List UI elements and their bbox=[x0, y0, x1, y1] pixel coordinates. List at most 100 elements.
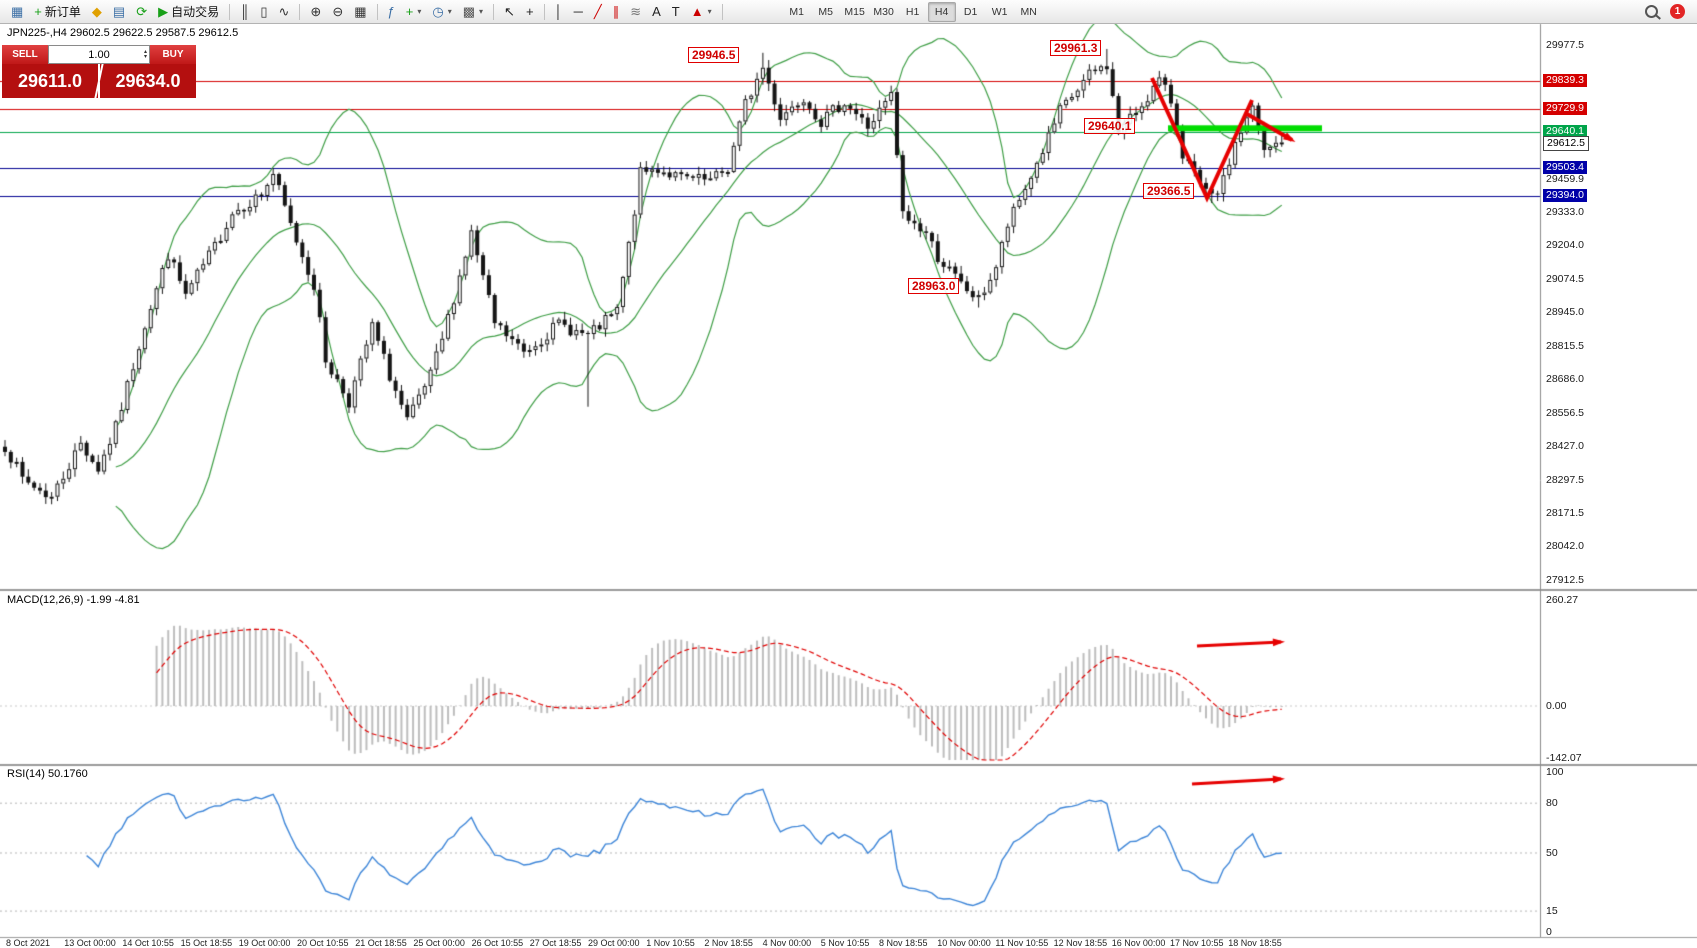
time-axis-label: 15 Oct 18:55 bbox=[180, 938, 233, 948]
indicators-list-icon: ƒ bbox=[387, 4, 395, 19]
main-toolbar: ▦ + 新订单 ◆ ▤ ⟳ ▶ 自动交易 ║ ▯ ∿ ⊕ ⊖ ▦ ƒ + ▾ ◷ ▾ ▩ ▾ ↖ + │ ─ ╱ ∥ ≋ A T ▲ ▾ M1… bbox=[0, 0, 1697, 24]
chart-ohlc-info: JPN225-,H4 29602.5 29622.5 29587.5 29612… bbox=[7, 27, 239, 39]
channel-icon: ∥ bbox=[612, 4, 620, 19]
volume-field[interactable]: 1.00 ▴ ▾ bbox=[48, 45, 150, 64]
time-axis-label: 5 Nov 10:55 bbox=[820, 938, 870, 948]
periods-icon: ◷ bbox=[432, 4, 444, 19]
candle-chart-type-button[interactable]: ▯ bbox=[255, 1, 272, 23]
time-axis-label: 19 Oct 00:00 bbox=[238, 938, 291, 948]
tile-windows-icon: ▦ bbox=[354, 4, 367, 19]
trade-header-row: SELL 1.00 ▴ ▾ BUY bbox=[2, 45, 196, 64]
price-level-badge: 29394.0 bbox=[1543, 188, 1587, 202]
templates-icon: ▩ bbox=[462, 4, 476, 19]
toolbar-right: 1 bbox=[1645, 4, 1691, 19]
sell-price-display[interactable]: 29611.0 bbox=[2, 64, 98, 98]
label-button[interactable]: T bbox=[667, 1, 685, 23]
fibonacci-button[interactable]: ≋ bbox=[625, 1, 646, 23]
chevron-down-icon: ▾ bbox=[707, 6, 712, 16]
shapes-icon: ▲ bbox=[690, 4, 704, 19]
favorites-button[interactable]: ◆ bbox=[87, 1, 107, 23]
timeframe-h4-button[interactable]: H4 bbox=[927, 1, 956, 22]
timeframe-d1-button[interactable]: D1 bbox=[963, 5, 978, 18]
price-axis-label: 28427.0 bbox=[1546, 440, 1584, 453]
timeframe-m5-button[interactable]: M5 bbox=[818, 5, 833, 18]
time-axis-label: 18 Nov 18:55 bbox=[1228, 938, 1282, 948]
volume-up-icon[interactable]: ▴ bbox=[143, 48, 147, 55]
toolbar-separator bbox=[299, 3, 301, 20]
templates-button[interactable]: ▩ ▾ bbox=[458, 1, 488, 23]
rsi-axis-label: 80 bbox=[1546, 797, 1558, 809]
toolbar-separator bbox=[229, 3, 231, 20]
price-axis-label: 29074.5 bbox=[1546, 272, 1584, 285]
volume-down-icon[interactable]: ▾ bbox=[143, 53, 147, 60]
rsi-indicator-label: RSI(14) 50.1760 bbox=[7, 768, 88, 780]
vertical-line-button[interactable]: │ bbox=[550, 1, 568, 23]
horizontal-line-button[interactable]: ─ bbox=[569, 1, 588, 23]
macd-axis-label: 260.27 bbox=[1546, 594, 1579, 606]
time-axis-label: 16 Nov 00:00 bbox=[1111, 938, 1166, 948]
macd-indicator-label: MACD(12,26,9) -1.99 -4.81 bbox=[7, 594, 140, 606]
zoom-in-icon: ⊕ bbox=[310, 4, 322, 19]
toolbar-separator bbox=[376, 3, 378, 20]
notification-badge[interactable]: 1 bbox=[1670, 4, 1685, 19]
auto-trading-icon: ▶ bbox=[158, 4, 169, 19]
price-axis-label: 28686.0 bbox=[1546, 373, 1584, 386]
time-axis[interactable]: 8 Oct 2021 13 Oct 00:00 14 Oct 10:55 15 Oct… bbox=[0, 938, 1540, 948]
channel-button[interactable]: ∥ bbox=[608, 1, 625, 23]
price-axis[interactable]: 29977.5 29459.9 29333.0 29204.0 29074.5 28945… bbox=[1541, 0, 1697, 948]
indicators-list-button[interactable]: ƒ bbox=[383, 1, 400, 23]
timeframe-h1-button[interactable]: H1 bbox=[905, 5, 920, 18]
trendline-button[interactable]: ╱ bbox=[589, 1, 607, 23]
text-button[interactable]: A bbox=[647, 1, 666, 23]
time-axis-label: 13 Oct 00:00 bbox=[64, 938, 116, 948]
time-axis-label: 26 Oct 10:55 bbox=[471, 938, 524, 948]
periods-button[interactable]: ◷ ▾ bbox=[427, 1, 456, 23]
market-watch-button[interactable]: ▤ bbox=[108, 1, 130, 23]
time-axis-label: 21 Oct 18:55 bbox=[355, 938, 407, 948]
auto-trading-button[interactable]: ▶ 自动交易 bbox=[158, 4, 220, 19]
time-axis-label: 29 Oct 00:00 bbox=[588, 938, 640, 948]
buy-price-display[interactable]: 29634.0 bbox=[100, 64, 196, 98]
refresh-button[interactable]: ⟳ bbox=[131, 1, 152, 23]
sell-button[interactable]: SELL bbox=[2, 45, 48, 64]
price-level-badge: 29612.5 bbox=[1543, 136, 1589, 152]
price-axis-label: 28171.5 bbox=[1546, 506, 1584, 519]
price-axis-label: 28297.5 bbox=[1546, 473, 1584, 486]
cursor-icon: ↖ bbox=[504, 4, 515, 19]
volume-value: 1.00 bbox=[88, 48, 110, 61]
shapes-button[interactable]: ▲ ▾ bbox=[686, 1, 717, 23]
timeframe-w1-button[interactable]: W1 bbox=[991, 5, 1008, 18]
new-order-button[interactable]: + 新订单 bbox=[34, 4, 81, 19]
line-chart-type-button[interactable]: ∿ bbox=[274, 1, 295, 23]
favorites-icon: ◆ bbox=[91, 4, 102, 19]
price-level-badge: 29503.4 bbox=[1543, 160, 1587, 174]
timeframe-m30-button[interactable]: M30 bbox=[873, 5, 894, 18]
timeframe-bar: M1 M5 M15 M30 H1 H4 D1 W1 MN bbox=[783, 1, 1043, 22]
toolbar-separator bbox=[721, 3, 723, 20]
fibonacci-icon: ≋ bbox=[630, 4, 642, 19]
price-axis-label: 29204.0 bbox=[1546, 239, 1584, 252]
price-axis-label: 29977.5 bbox=[1546, 38, 1584, 51]
zoom-in-button[interactable]: ⊕ bbox=[305, 1, 326, 23]
bar-chart-type-button[interactable]: ║ bbox=[235, 1, 254, 23]
tile-windows-button[interactable]: ▦ bbox=[349, 1, 371, 23]
time-axis-label: 12 Nov 18:55 bbox=[1053, 938, 1108, 948]
search-icon[interactable] bbox=[1645, 5, 1658, 18]
price-axis-label: 29333.0 bbox=[1546, 205, 1584, 218]
timeframe-mn-button[interactable]: MN bbox=[1020, 5, 1037, 18]
buy-button[interactable]: BUY bbox=[150, 45, 196, 64]
timeframe-m1-button[interactable]: M1 bbox=[789, 5, 804, 18]
chevron-down-icon: ▾ bbox=[417, 6, 422, 16]
crosshair-icon: + bbox=[525, 4, 534, 19]
add-indicator-button[interactable]: + ▾ bbox=[401, 1, 427, 23]
cursor-button[interactable]: ↖ bbox=[499, 1, 520, 23]
crosshair-button[interactable]: + bbox=[521, 1, 539, 23]
zoom-out-icon: ⊖ bbox=[332, 4, 344, 19]
time-axis-label: 27 Oct 18:55 bbox=[529, 938, 582, 948]
charts-button[interactable]: ▦ bbox=[6, 1, 28, 23]
time-axis-label: 17 Nov 10:55 bbox=[1170, 938, 1224, 948]
zoom-out-button[interactable]: ⊖ bbox=[327, 1, 348, 23]
price-level-badge: 29729.9 bbox=[1543, 101, 1587, 115]
timeframe-m15-button[interactable]: M15 bbox=[844, 5, 865, 18]
